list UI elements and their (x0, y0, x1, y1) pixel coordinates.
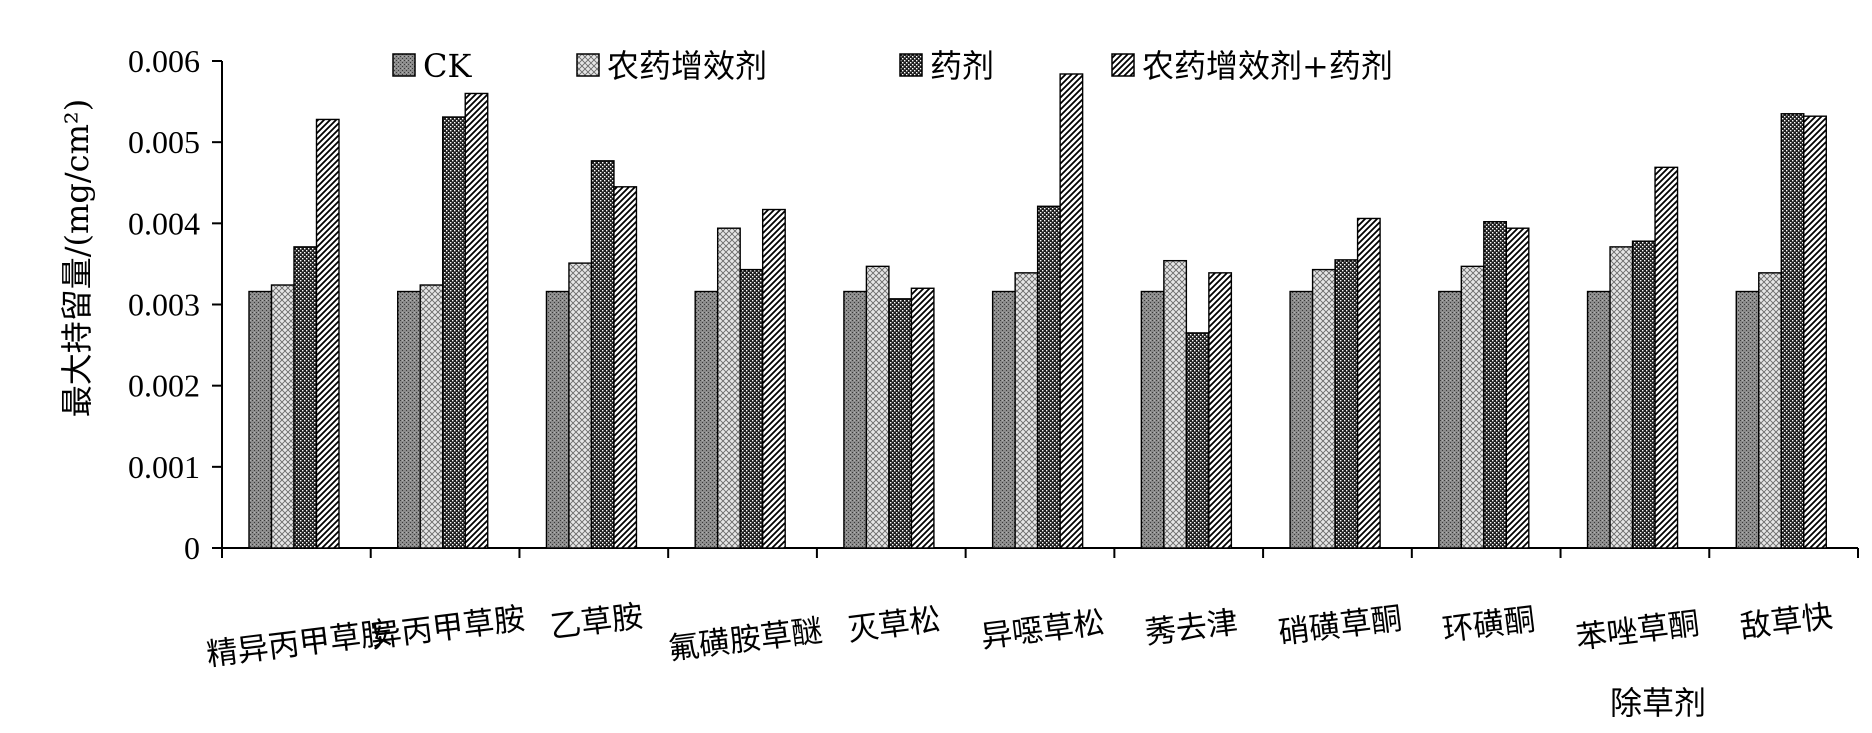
bar-4-7 (1208, 272, 1233, 549)
bar-4-1 (315, 118, 340, 549)
bar-4-4 (761, 208, 786, 549)
legend-label-1: CK (423, 47, 472, 85)
x-tick-label: 莠去津 (1143, 605, 1240, 652)
x-tick-label: 氟磺胺草醚 (666, 613, 824, 668)
bar-1-4 (694, 290, 719, 549)
bar-2-1 (270, 284, 295, 549)
bar-3-3 (590, 160, 615, 549)
bar-3-7 (1185, 332, 1210, 549)
bar-1-3 (545, 290, 570, 549)
legend-label-4: 农药增效剂+药剂 (1142, 47, 1393, 85)
bar-2-5 (865, 265, 890, 549)
bar-3-8 (1334, 259, 1359, 549)
y-tick-label: 0.006 (128, 43, 200, 79)
bar-3-5 (888, 298, 913, 549)
x-tick-label: 苯唑草酮 (1574, 606, 1701, 657)
legend-label-2: 农药增效剂 (607, 47, 767, 85)
y-tick-label: 0 (184, 530, 200, 566)
y-tick-label: 0.002 (128, 368, 200, 404)
bar-2-2 (419, 284, 444, 549)
x-axis (221, 547, 1859, 558)
legend-swatch-1 (392, 53, 416, 77)
bars (248, 73, 1827, 549)
y-axis-title: 最大持留量/(mg/cm²) (58, 99, 96, 417)
bar-3-1 (293, 246, 318, 549)
bar-3-11 (1780, 113, 1805, 549)
bar-4-11 (1803, 115, 1827, 549)
bar-4-2 (464, 92, 489, 549)
bar-4-9 (1505, 227, 1530, 549)
bar-2-6 (1014, 272, 1039, 549)
x-tick-label: 敌草快 (1738, 599, 1835, 646)
bar-1-7 (1140, 290, 1165, 549)
bar-2-9 (1460, 265, 1485, 549)
x-tick-label: 乙草胺 (548, 599, 645, 646)
legend-swatch-3 (899, 53, 923, 77)
x-tick-label: 异丙甲草胺 (369, 601, 527, 656)
bar-1-11 (1735, 290, 1760, 549)
bar-2-7 (1163, 259, 1188, 549)
bar-2-8 (1311, 268, 1336, 549)
bar-3-2 (442, 116, 466, 549)
bar-4-10 (1654, 166, 1679, 549)
y-axis: 0 0.001 0.002 0.003 0.004 0.005 0.006 (128, 43, 223, 566)
bar-2-4 (716, 227, 741, 549)
bar-3-9 (1483, 221, 1508, 549)
bar-1-6 (991, 290, 1016, 549)
x-tick-label: 精异丙甲草胺 (205, 615, 394, 673)
bar-3-10 (1631, 240, 1656, 549)
bar-4-3 (613, 186, 638, 549)
y-tick-label: 0.003 (128, 287, 200, 323)
x-tick-label: 灭草松 (846, 602, 943, 649)
legend-swatch-4 (1111, 53, 1135, 77)
bar-1-2 (397, 290, 421, 549)
bar-1-10 (1586, 290, 1611, 549)
bar-1-1 (248, 290, 273, 549)
x-tick-label: 异噁草松 (979, 605, 1106, 656)
legend-label-3: 药剂 (930, 47, 994, 85)
legend: CK 农药增效剂 药剂 农药增效剂+药剂 (392, 47, 1393, 85)
bar-4-8 (1356, 217, 1381, 549)
x-tick-label: 硝磺草酮 (1277, 601, 1404, 652)
legend-swatch-2 (576, 53, 600, 77)
bar-1-9 (1438, 290, 1463, 549)
bar-3-6 (1036, 205, 1061, 549)
bar-4-5 (910, 287, 935, 549)
bar-3-4 (739, 268, 764, 549)
x-tick-label: 环磺酮 (1441, 602, 1538, 649)
bar-2-11 (1758, 272, 1782, 549)
bar-1-5 (843, 290, 868, 549)
bar-1-8 (1289, 290, 1314, 549)
bar-2-10 (1609, 246, 1634, 549)
y-tick-label: 0.005 (128, 124, 200, 160)
x-axis-title: 除草剂 (1610, 684, 1706, 722)
bar-2-3 (568, 262, 593, 549)
y-tick-label: 0.004 (128, 205, 200, 241)
bar-4-6 (1059, 73, 1084, 549)
y-tick-label: 0.001 (128, 449, 200, 485)
